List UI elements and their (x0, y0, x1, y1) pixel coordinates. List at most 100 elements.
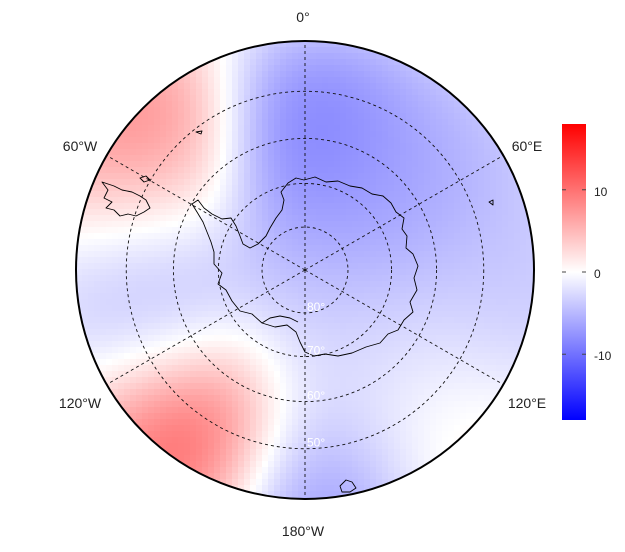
field-cell (418, 113, 425, 120)
field-cell (118, 305, 125, 312)
field-cell (82, 173, 89, 180)
field-cell (208, 359, 215, 366)
field-cell (136, 419, 143, 426)
field-cell (346, 395, 353, 402)
field-cell (130, 305, 137, 312)
field-cell (514, 275, 521, 282)
field-cell (160, 335, 167, 342)
field-cell (112, 371, 119, 378)
field-cell (220, 95, 227, 102)
field-cell (274, 263, 281, 270)
field-cell (346, 401, 353, 408)
field-cell (376, 329, 383, 336)
field-cell (358, 191, 365, 198)
field-cell (430, 317, 437, 324)
field-cell (268, 395, 275, 402)
field-cell (472, 233, 479, 240)
field-cell (88, 371, 95, 378)
field-cell (418, 311, 425, 318)
field-cell (130, 347, 137, 354)
field-cell (526, 119, 533, 126)
field-cell (412, 341, 419, 348)
field-cell (502, 371, 509, 378)
field-cell (442, 191, 449, 198)
field-cell (382, 383, 389, 390)
field-cell (262, 191, 269, 198)
field-cell (256, 371, 263, 378)
field-cell (148, 371, 155, 378)
field-cell (340, 209, 347, 216)
field-cell (94, 347, 101, 354)
field-cell (262, 173, 269, 180)
field-cell (448, 125, 455, 132)
field-cell (76, 269, 83, 276)
field-cell (298, 41, 305, 48)
field-cell (274, 89, 281, 96)
field-cell (136, 407, 143, 414)
field-cell (214, 101, 221, 108)
field-cell (466, 311, 473, 318)
field-cell (478, 209, 485, 216)
field-cell (490, 317, 497, 324)
field-cell (262, 77, 269, 84)
field-cell (298, 293, 305, 300)
field-cell (340, 335, 347, 342)
field-cell (394, 365, 401, 372)
field-cell (268, 335, 275, 342)
field-cell (154, 323, 161, 330)
field-cell (340, 293, 347, 300)
field-cell (358, 419, 365, 426)
field-cell (118, 413, 125, 420)
field-cell (232, 311, 239, 318)
field-cell (100, 425, 107, 432)
field-cell (382, 77, 389, 84)
field-cell (88, 383, 95, 390)
field-cell (160, 233, 167, 240)
field-cell (184, 251, 191, 258)
field-cell (166, 311, 173, 318)
field-cell (112, 59, 119, 66)
field-cell (496, 83, 503, 90)
field-cell (250, 347, 257, 354)
field-cell (502, 317, 509, 324)
field-cell (292, 95, 299, 102)
field-cell (406, 335, 413, 342)
field-cell (166, 335, 173, 342)
field-cell (112, 389, 119, 396)
field-cell (94, 359, 101, 366)
field-cell (532, 89, 534, 96)
field-cell (202, 401, 209, 408)
field-cell (226, 269, 233, 276)
field-cell (358, 101, 365, 108)
field-cell (166, 149, 173, 156)
field-cell (412, 149, 419, 156)
field-cell (364, 323, 371, 330)
field-cell (436, 107, 443, 114)
field-cell (328, 179, 335, 186)
field-cell (226, 335, 233, 342)
field-cell (226, 317, 233, 324)
field-cell (286, 209, 293, 216)
field-cell (274, 365, 281, 372)
field-cell (220, 167, 227, 174)
field-cell (334, 131, 341, 138)
field-cell (520, 101, 527, 108)
field-cell (352, 83, 359, 90)
field-cell (418, 419, 425, 426)
field-cell (484, 119, 491, 126)
field-cell (370, 119, 377, 126)
field-cell (100, 41, 107, 48)
field-cell (118, 119, 125, 126)
field-cell (520, 419, 527, 426)
field-cell (250, 413, 257, 420)
field-cell (352, 395, 359, 402)
field-cell (166, 389, 173, 396)
field-cell (130, 77, 137, 84)
field-cell (250, 317, 257, 324)
field-cell (394, 389, 401, 396)
field-cell (376, 77, 383, 84)
field-cell (208, 143, 215, 150)
field-cell (466, 239, 473, 246)
field-cell (508, 275, 515, 282)
field-cell (430, 287, 437, 294)
